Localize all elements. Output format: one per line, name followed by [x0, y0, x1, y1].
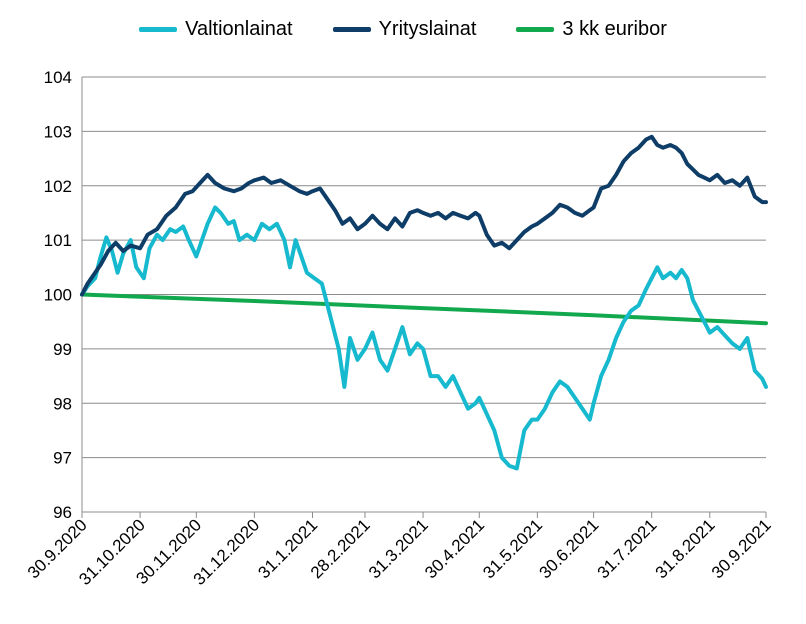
- y-tick-label: 101: [44, 231, 72, 250]
- legend-swatch-valtionlainat: [139, 27, 178, 32]
- y-tick-label: 96: [53, 503, 72, 522]
- legend-item-euribor: 3 kk euribor: [516, 18, 667, 41]
- legend-item-yrityslainat: Yrityslainat: [332, 18, 477, 41]
- y-tick-label: 104: [44, 68, 72, 87]
- y-tick-labels: 96 97 98 99 100 101 102 103 104: [44, 68, 72, 522]
- legend-swatch-yrityslainat: [332, 27, 371, 32]
- legend: Valtionlainat Yrityslainat 3 kk euribor: [0, 18, 806, 41]
- x-tick-label: 31.7.2021: [594, 515, 661, 582]
- x-tick-labels: 30.9.202031.10.202030.11.202031.12.20203…: [24, 515, 775, 589]
- legend-swatch-euribor: [516, 27, 555, 32]
- x-tick-label: 30.4.2021: [421, 515, 488, 582]
- y-tick-label: 100: [44, 286, 72, 305]
- y-tick-label: 97: [53, 449, 72, 468]
- x-tick-label: 31.3.2021: [365, 515, 432, 582]
- x-tick-label: 30.6.2021: [536, 515, 603, 582]
- gridlines: [82, 76, 766, 459]
- legend-item-valtionlainat: Valtionlainat: [139, 18, 293, 41]
- x-tick-label: 31.8.2021: [652, 515, 719, 582]
- y-tick-label: 103: [44, 122, 72, 141]
- series-line-3-kk-euribor: [80, 292, 768, 326]
- y-tick-label: 99: [53, 340, 72, 359]
- x-tick-label: 30.9.2021: [708, 515, 775, 582]
- x-tick-label: 31.5.2021: [479, 515, 546, 582]
- legend-label-euribor: 3 kk euribor: [562, 18, 667, 40]
- legend-label-valtionlainat: Valtionlainat: [185, 18, 293, 40]
- series-lines: [80, 134, 768, 471]
- series-line-yrityslainat: [80, 134, 768, 297]
- series-line-valtionlainat: [80, 205, 768, 471]
- y-tick-label: 98: [53, 394, 72, 413]
- legend-label-yrityslainat: Yrityslainat: [378, 18, 477, 40]
- y-tick-label: 102: [44, 177, 72, 196]
